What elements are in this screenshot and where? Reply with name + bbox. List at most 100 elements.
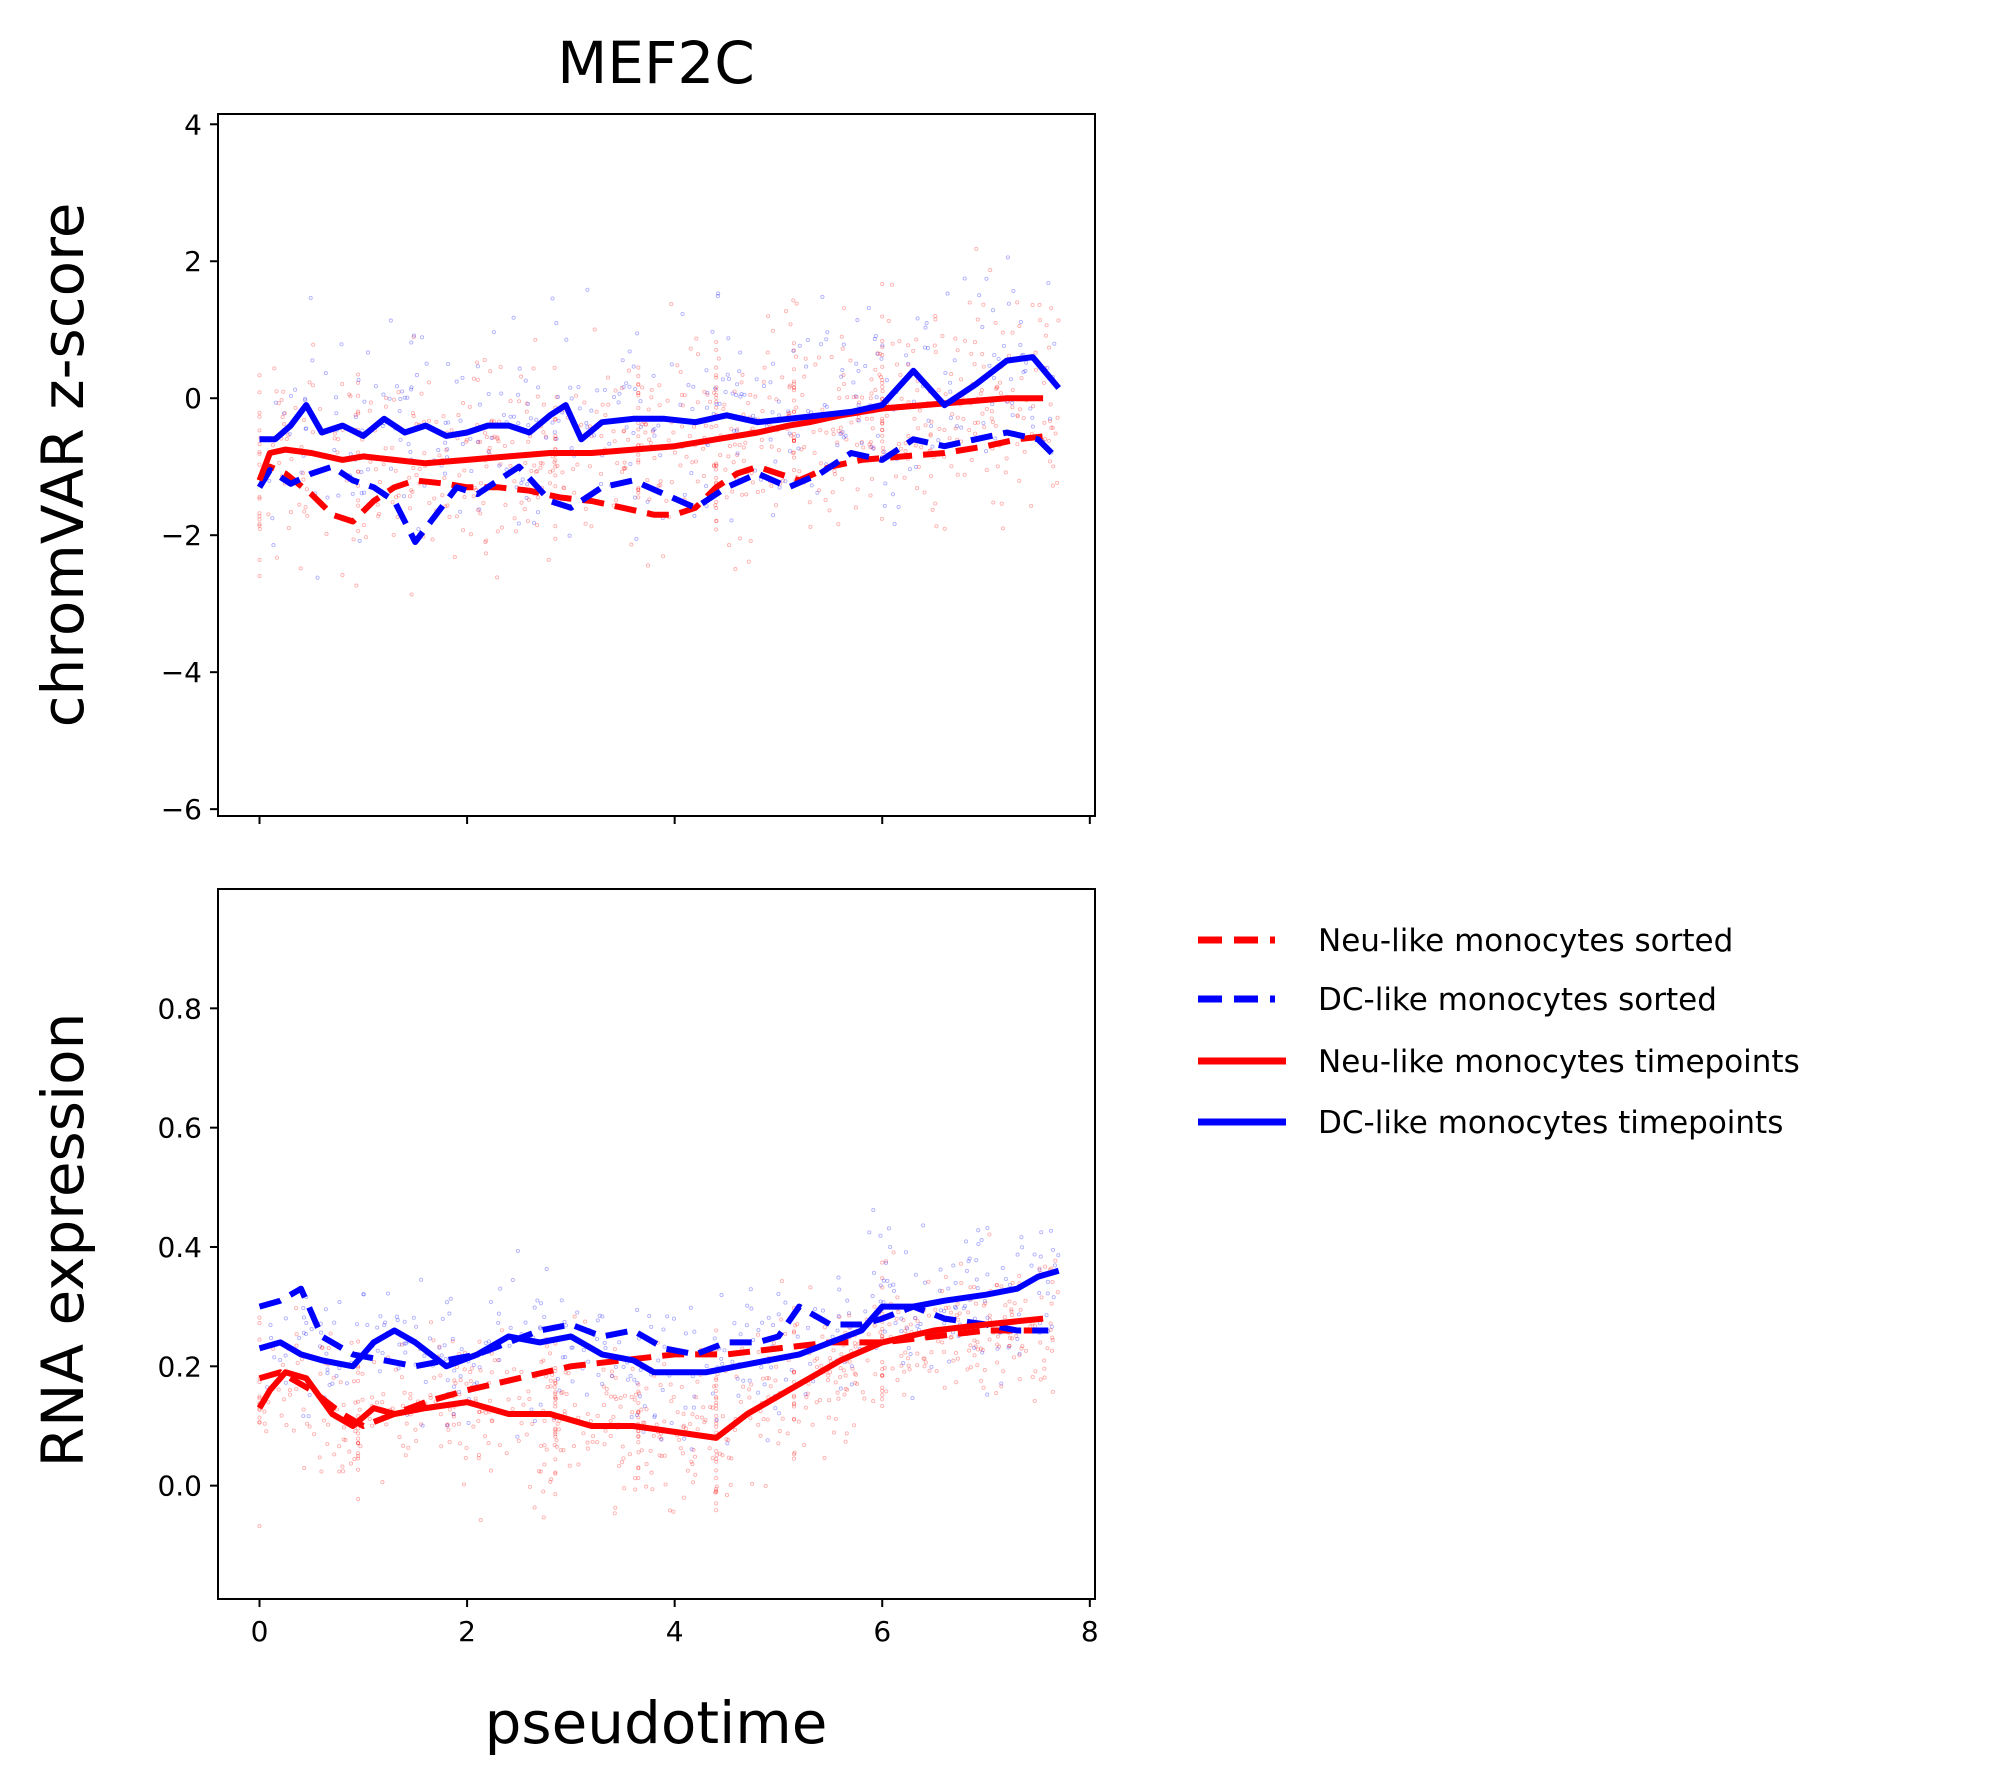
neu-cell-point <box>880 1285 885 1290</box>
neu-cell-point <box>714 505 719 510</box>
dc-cell-point <box>497 463 502 468</box>
neu-cell-point <box>880 1388 885 1393</box>
dc-cell-point <box>1021 370 1026 375</box>
neu-cell-point <box>851 1423 857 1428</box>
neu-cell-point <box>1017 1273 1022 1278</box>
neu-cell-point <box>650 1487 655 1492</box>
neu-cell-point <box>1053 431 1058 436</box>
dc-cell-point <box>458 509 463 514</box>
dc-cell-point <box>339 342 344 347</box>
neu-cell-point <box>780 1416 785 1421</box>
dc-cell-point <box>692 513 697 518</box>
neu-cell-point <box>348 1461 354 1466</box>
neu-cell-point <box>341 1437 346 1442</box>
dc-cell-point <box>726 376 732 382</box>
dc-cell-point <box>683 1405 688 1410</box>
y-tick-label: −2 <box>161 519 202 552</box>
neu-cell-point <box>475 377 480 382</box>
neu-cell-point <box>1018 1307 1023 1312</box>
dc-cell-point <box>841 342 846 347</box>
neu-cell-point <box>257 442 262 447</box>
neu-cell-point <box>282 411 287 416</box>
neu-cell-point <box>791 438 797 444</box>
neu-cell-point <box>836 522 841 527</box>
neu-cell-point <box>434 419 439 424</box>
dc-cell-point <box>569 1345 574 1350</box>
dc-cell-point <box>945 291 950 296</box>
neu-cell-point <box>657 1453 662 1458</box>
neu-cell-point <box>690 1412 695 1417</box>
neu-cell-point <box>972 362 977 367</box>
neu-cell-point <box>409 488 414 493</box>
dc-cell-point <box>737 369 742 374</box>
neu-cell-point <box>277 460 282 465</box>
neu-cell-point <box>826 1373 831 1378</box>
neu-cell-point <box>636 1382 641 1387</box>
dc-cell-point <box>691 384 696 389</box>
neu-cell-point <box>461 401 466 406</box>
neu-cell-point <box>882 1365 887 1370</box>
neu-cell-point <box>432 496 437 501</box>
neu-cell-point <box>958 1261 964 1266</box>
neu-cell-point <box>814 1400 819 1405</box>
neu-cell-point <box>476 1418 481 1423</box>
neu-cell-point <box>541 402 546 407</box>
dc-cell-point <box>1015 1336 1020 1342</box>
neu-cell-point <box>761 1417 766 1422</box>
neu-cell-point <box>604 1386 609 1392</box>
neu-cell-point <box>636 486 641 491</box>
dc-cell-point <box>795 433 800 438</box>
dc-cell-point <box>908 1351 913 1357</box>
neu-cell-point <box>535 523 540 528</box>
dc-cell-point <box>445 1423 450 1428</box>
neu-cell-point <box>612 1394 617 1399</box>
neu-cell-point <box>726 1455 731 1460</box>
neu-cell-point <box>890 1366 895 1371</box>
dc-cell-point <box>603 1345 608 1350</box>
neu-cell-point <box>693 1472 698 1477</box>
neu-cell-point <box>1019 376 1024 381</box>
dc-cell-point <box>631 364 636 369</box>
neu-cell-point <box>741 458 746 463</box>
neu-cell-point <box>955 1356 960 1361</box>
neu-cell-point <box>340 1464 345 1469</box>
neu-cell-point <box>504 1370 510 1375</box>
dc-cell-point <box>597 1313 602 1318</box>
neu-cell-point <box>906 1356 911 1361</box>
neu-cell-point <box>913 1316 918 1321</box>
neu-cell-point <box>499 525 504 530</box>
neu-cell-point <box>274 389 279 394</box>
neu-cell-point <box>410 489 415 494</box>
neu-cell-point <box>880 377 885 382</box>
neu-cell-point <box>601 1402 607 1407</box>
neu-cell-point <box>612 1511 617 1516</box>
neu-cell-point <box>927 1368 932 1373</box>
neu-cell-point <box>440 493 445 498</box>
neu-cell-point <box>338 1380 343 1385</box>
neu-cell-point <box>972 340 978 345</box>
neu-cell-point <box>995 1334 1000 1339</box>
neu-cell-point <box>880 389 885 394</box>
dc-cell-point <box>1011 288 1016 294</box>
dc-cell-point <box>395 1318 400 1323</box>
neu-cell-point <box>839 431 844 436</box>
neu-cell-point <box>636 490 641 495</box>
dc-cell-point <box>922 1280 928 1285</box>
neu-cell-point <box>791 1404 797 1409</box>
dc-cell-point <box>267 478 272 483</box>
dc-cell-point <box>625 1377 630 1382</box>
dc-cell-point <box>308 295 313 300</box>
neu-cell-point <box>791 438 797 444</box>
neu-cell-point <box>962 472 967 477</box>
dc-cell-point <box>1007 1282 1012 1288</box>
dc-cell-point <box>738 394 743 399</box>
neu-cell-point <box>583 506 588 511</box>
neu-cell-point <box>891 1250 896 1255</box>
y-tick-label: 0.2 <box>157 1350 202 1383</box>
dc-cell-point <box>981 420 986 426</box>
neu-cell-point <box>567 1463 572 1468</box>
rna-y-axis-label: RNA expression <box>29 1013 97 1468</box>
dc-cell-point <box>738 1332 743 1337</box>
dc-cell-point <box>890 492 896 497</box>
